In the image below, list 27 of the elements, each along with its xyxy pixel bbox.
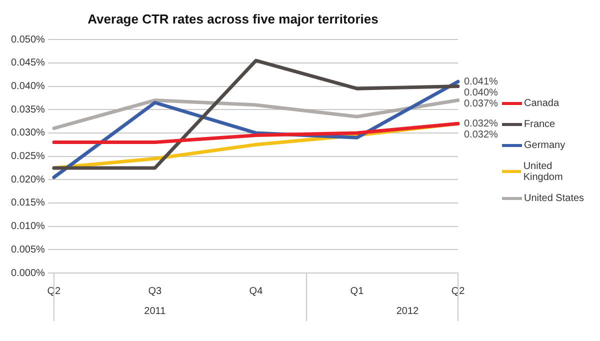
y-tick-label: 0.005% [10,244,46,256]
y-tick-label: 0.040% [10,81,46,92]
y-tick-label: 0.050% [10,34,46,46]
data-label: 0.032% [464,129,498,140]
y-tick-label: 0.030% [10,128,46,139]
legend-label: Germany [524,140,566,150]
x-tick-label: Q1 [350,286,364,297]
text: 2011 [144,306,166,317]
data-label: 0.037% [464,98,498,110]
y-tick-label: 0.020% [10,174,46,186]
y-tick-label: 0.025% [10,151,46,162]
y-tick-label: 0.010% [10,221,46,232]
text: 2012 [396,306,420,317]
legend-label: United Kingdom [523,160,564,182]
x-tick-label: Q3 [148,286,162,297]
data-label: 0.041% [464,76,498,88]
legend-label: United States [524,192,584,204]
y-tick-label: 0.000% [10,268,46,279]
y-tick-label: 0.015% [10,198,46,209]
chart-title: Average CTR rates across five major territories [88,11,378,26]
legend-label: France [524,118,556,130]
y-tick-label: 0.045% [10,58,46,69]
data-label: 0.040% [464,87,498,98]
data-label: 0.032% [464,118,498,130]
x-tick-label: Q4 [249,286,264,297]
legend-label: Canada [524,98,560,108]
y-tick-label: 0.035% [10,104,46,116]
